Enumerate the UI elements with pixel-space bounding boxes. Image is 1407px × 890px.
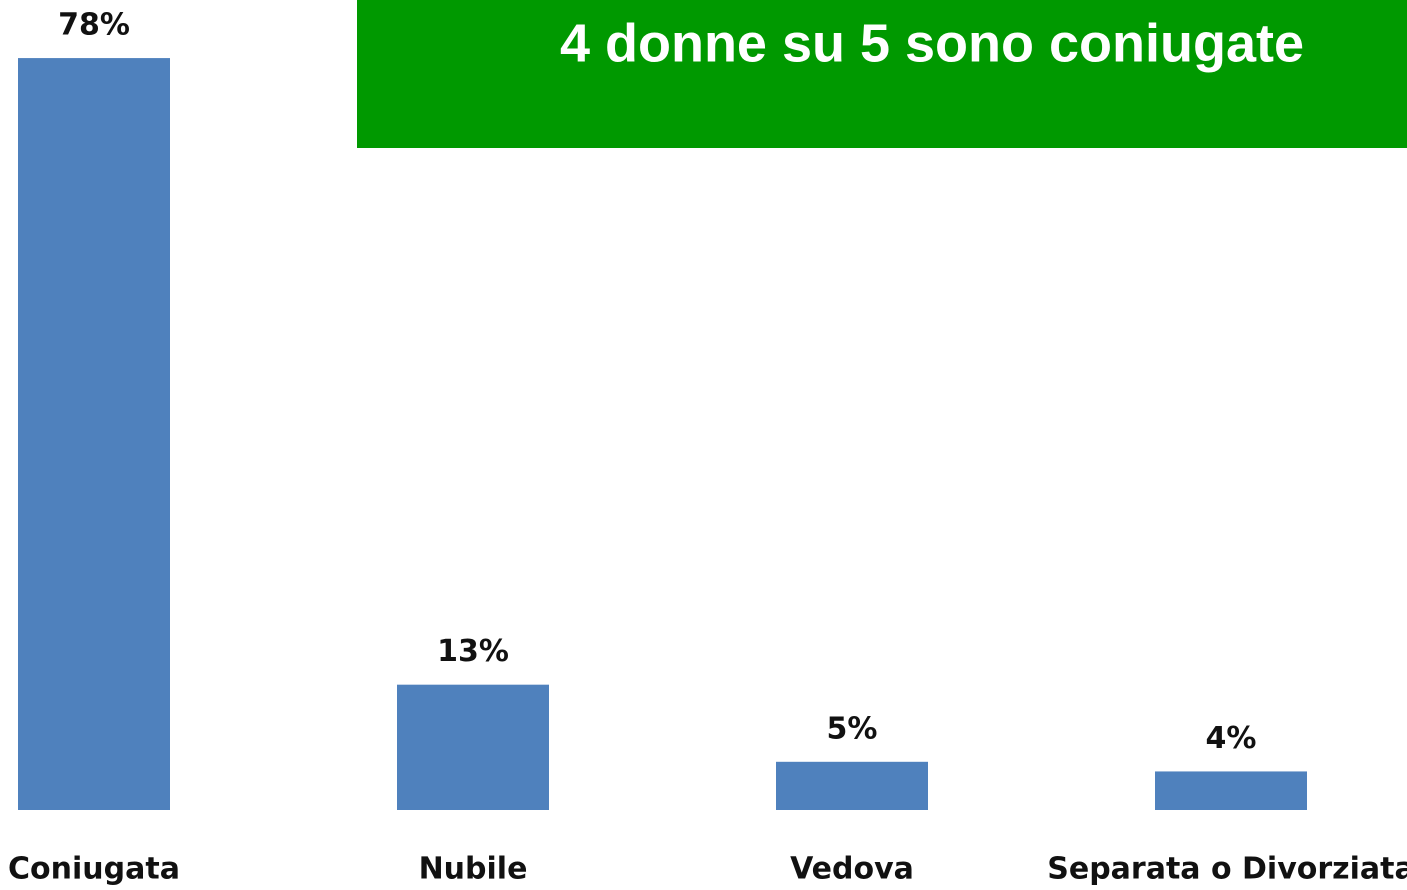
title-box [357,0,1407,148]
bar [1155,771,1307,810]
bar [397,684,549,810]
bar [776,761,928,810]
value-label: 78% [58,8,130,43]
bar [18,58,170,810]
chart-title: 4 donne su 5 sono coniugate [560,13,1304,73]
value-label: 5% [827,711,878,746]
value-label: 4% [1206,721,1257,756]
x-tick-label: Separata o Divorziata [1047,852,1407,887]
x-tick-label: Vedova [790,852,914,887]
x-tick-label: Coniugata [8,852,180,887]
x-tick-label: Nubile [419,852,528,887]
value-label: 13% [437,634,509,669]
